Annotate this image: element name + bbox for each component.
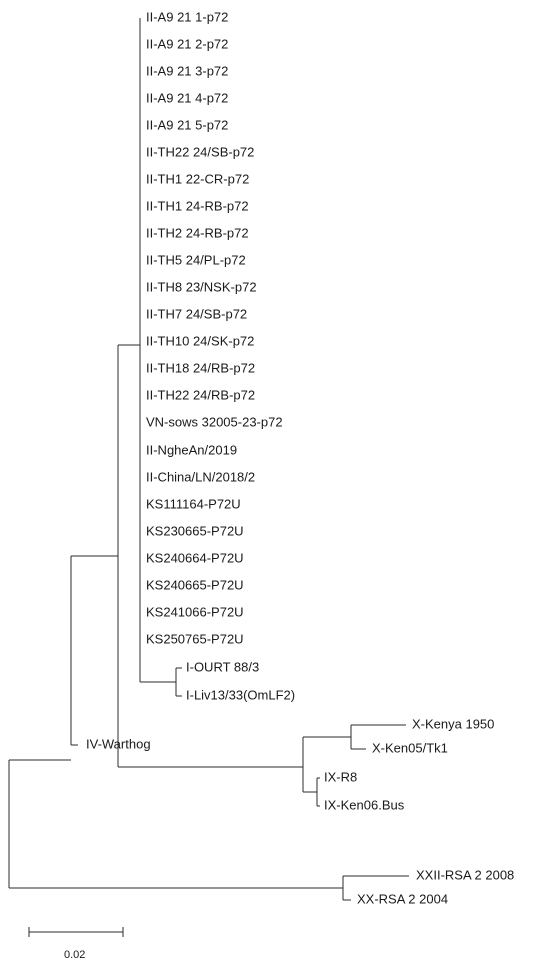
leaf-label: II-NgheAn/2019 bbox=[146, 442, 237, 457]
leaf-label: IV-Warthog bbox=[86, 736, 151, 751]
leaf-label: VN-sows 32005-23-p72 bbox=[146, 414, 283, 429]
leaf-label: II-TH2 24-RB-p72 bbox=[146, 225, 249, 240]
leaf-label: II-A9 21 5-p72 bbox=[146, 117, 228, 132]
leaf-label: II-China/LN/2018/2 bbox=[146, 469, 255, 484]
leaf-label: II-A9 21 2-p72 bbox=[146, 36, 228, 51]
leaf-label: KS241066-P72U bbox=[146, 604, 244, 619]
leaf-label: II-TH22 24/SB-p72 bbox=[146, 144, 254, 159]
leaf-label: IX-Ken06.Bus bbox=[324, 797, 405, 812]
scale-bar-label: 0.02 bbox=[64, 949, 85, 961]
leaf-label: KS111164-P72U bbox=[146, 496, 241, 511]
leaf-label: KS240664-P72U bbox=[146, 550, 244, 565]
leaf-label: KS250765-P72U bbox=[146, 631, 244, 646]
leaf-label: X-Kenya 1950 bbox=[412, 716, 494, 731]
leaf-label: II-TH7 24/SB-p72 bbox=[146, 306, 247, 321]
leaf-label: XXII-RSA 2 2008 bbox=[416, 867, 514, 882]
leaf-label: IX-R8 bbox=[324, 769, 357, 784]
leaf-label: II-TH10 24/SK-p72 bbox=[146, 333, 254, 348]
scale-bar: 0.02 bbox=[28, 927, 124, 961]
leaf-label: II-TH18 24/RB-p72 bbox=[146, 360, 255, 375]
leaf-label: I-Liv13/33(OmLF2) bbox=[186, 687, 295, 702]
leaf-label: KS240665-P72U bbox=[146, 577, 244, 592]
leaf-label: II-A9 21 1-p72 bbox=[146, 9, 228, 24]
leaf-label: II-TH1 22-CR-p72 bbox=[146, 171, 249, 186]
leaf-label: II-A9 21 3-p72 bbox=[146, 63, 228, 78]
tree-branches bbox=[8, 18, 409, 901]
leaf-label: KS230665-P72U bbox=[146, 523, 244, 538]
leaf-label: II-TH5 24/PL-p72 bbox=[146, 252, 246, 267]
leaf-label: I-OURT 88/3 bbox=[186, 659, 259, 674]
leaf-label: II-TH1 24-RB-p72 bbox=[146, 198, 249, 213]
leaf-labels: II-A9 21 1-p72 II-A9 21 2-p72 II-A9 21 3… bbox=[86, 9, 514, 906]
leaf-label: XX-RSA 2 2004 bbox=[357, 891, 448, 906]
leaf-label: II-TH22 24/RB-p72 bbox=[146, 387, 255, 402]
leaf-label: II-TH8 23/NSK-p72 bbox=[146, 279, 257, 294]
leaf-label: II-A9 21 4-p72 bbox=[146, 90, 228, 105]
leaf-label: X-Ken05/Tk1 bbox=[372, 740, 448, 755]
